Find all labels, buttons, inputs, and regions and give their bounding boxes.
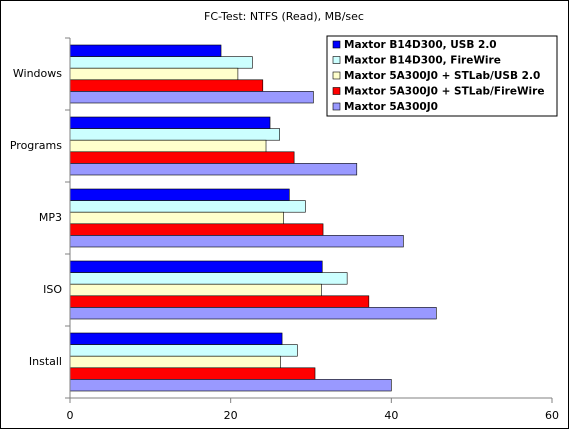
bar — [69, 307, 437, 320]
bar — [69, 344, 298, 357]
legend-swatch — [332, 56, 341, 64]
chart-title: FC-Test: NTFS (Read), MB/sec — [204, 10, 364, 23]
legend-label: Maxtor 5A300J0 + STLab/FireWire — [344, 86, 544, 98]
bar — [69, 67, 239, 81]
bar — [69, 163, 358, 176]
bar — [69, 211, 284, 225]
x-tick-label: 20 — [224, 409, 238, 422]
bar — [69, 235, 404, 248]
y-tick-label: ISO — [43, 283, 62, 296]
y-tick-label: Programs — [10, 139, 62, 152]
x-tick-label: 40 — [384, 409, 398, 422]
legend-label: Maxtor 5A300J0 — [344, 101, 438, 113]
bar — [69, 139, 267, 153]
bar — [69, 44, 222, 57]
bar — [69, 116, 271, 129]
y-tick-label: MP3 — [39, 211, 62, 224]
x-tick-label: 0 — [67, 409, 74, 422]
bar — [69, 379, 392, 392]
y-tick-label: Windows — [13, 67, 62, 80]
legend-label: Maxtor B14D300, FireWire — [344, 55, 501, 67]
bar — [69, 200, 306, 213]
bar — [69, 272, 348, 285]
bar — [69, 283, 322, 297]
bar — [69, 367, 316, 380]
bar — [69, 332, 283, 345]
bar — [69, 188, 290, 201]
legend-swatch — [332, 71, 341, 80]
legend-swatch — [332, 40, 341, 49]
legend-box — [326, 35, 558, 117]
bar — [69, 223, 324, 236]
legend-label: Maxtor 5A300J0 + STLab/USB 2.0 — [344, 70, 540, 82]
bar — [69, 79, 264, 92]
bar — [69, 128, 280, 141]
bar — [69, 151, 295, 164]
legend-label: Maxtor B14D300, USB 2.0 — [344, 39, 497, 51]
bar — [69, 355, 281, 369]
bar — [69, 91, 314, 104]
legend-swatch — [332, 87, 341, 95]
legend-swatch — [332, 102, 341, 111]
x-tick-label: 60 — [545, 409, 559, 422]
bar — [69, 260, 323, 273]
y-tick-label: Install — [29, 355, 62, 368]
bar — [69, 295, 370, 308]
legend: Maxtor B14D300, USB 2.0 Maxtor B14D300, F… — [326, 35, 558, 117]
bar — [69, 56, 253, 69]
